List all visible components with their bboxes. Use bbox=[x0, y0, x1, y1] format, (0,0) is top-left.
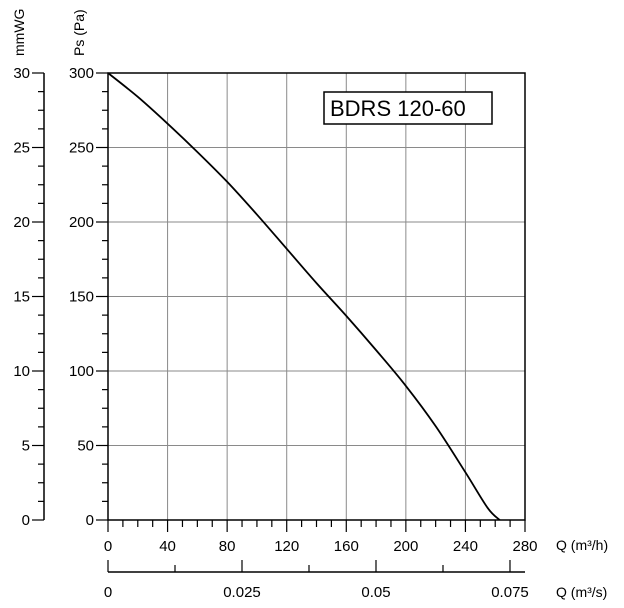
mmwg-tick-label: 5 bbox=[22, 438, 30, 455]
grid-lines bbox=[108, 73, 525, 520]
m3s-tick-label: 0.025 bbox=[223, 584, 261, 601]
mmwg-tick-label: 15 bbox=[13, 289, 30, 306]
m3h-tick-label: 40 bbox=[159, 538, 176, 555]
mmwg-tick-label: 25 bbox=[13, 140, 30, 157]
mmwg-tick-label: 30 bbox=[13, 65, 30, 82]
y-axis-title-mmwg: mmWG bbox=[11, 9, 27, 56]
m3h-tick-label: 120 bbox=[274, 538, 299, 555]
pa-tick-label: 150 bbox=[69, 289, 94, 306]
m3h-tick-label: 0 bbox=[104, 538, 112, 555]
y-axis-title-pa: Ps (Pa) bbox=[71, 9, 87, 56]
model-label-box bbox=[323, 91, 493, 125]
model-label: BDRS 120-60 bbox=[330, 96, 466, 121]
performance-curve bbox=[107, 72, 501, 521]
m3s-tick-label: 0 bbox=[104, 584, 112, 601]
m3h-tick-label: 280 bbox=[512, 538, 537, 555]
pa-tick-label: 300 bbox=[69, 65, 94, 82]
pa-tick-label: 200 bbox=[69, 214, 94, 231]
m3s-tick-label: 0.075 bbox=[491, 584, 529, 601]
pa-tick-label: 250 bbox=[69, 140, 94, 157]
series-layer bbox=[107, 72, 501, 521]
m3h-tick-label: 240 bbox=[453, 538, 478, 555]
pa-tick-label: 100 bbox=[69, 363, 94, 380]
x-axis-title-m3h: Q (m³/h) bbox=[556, 537, 608, 553]
m3h-tick-label: 200 bbox=[393, 538, 418, 555]
mmwg-tick-label: 20 bbox=[13, 214, 30, 231]
m3h-tick-label: 160 bbox=[334, 538, 359, 555]
mmwg-tick-label: 0 bbox=[22, 512, 30, 529]
tick-marks bbox=[32, 72, 526, 572]
pa-tick-label: 0 bbox=[86, 512, 94, 529]
pa-tick-label: 50 bbox=[77, 438, 94, 455]
m3h-tick-label: 80 bbox=[219, 538, 236, 555]
x-axis-title-m3s: Q (m³/s) bbox=[556, 584, 607, 600]
mmwg-tick-label: 10 bbox=[13, 363, 30, 380]
m3s-tick-label: 0.05 bbox=[361, 584, 390, 601]
